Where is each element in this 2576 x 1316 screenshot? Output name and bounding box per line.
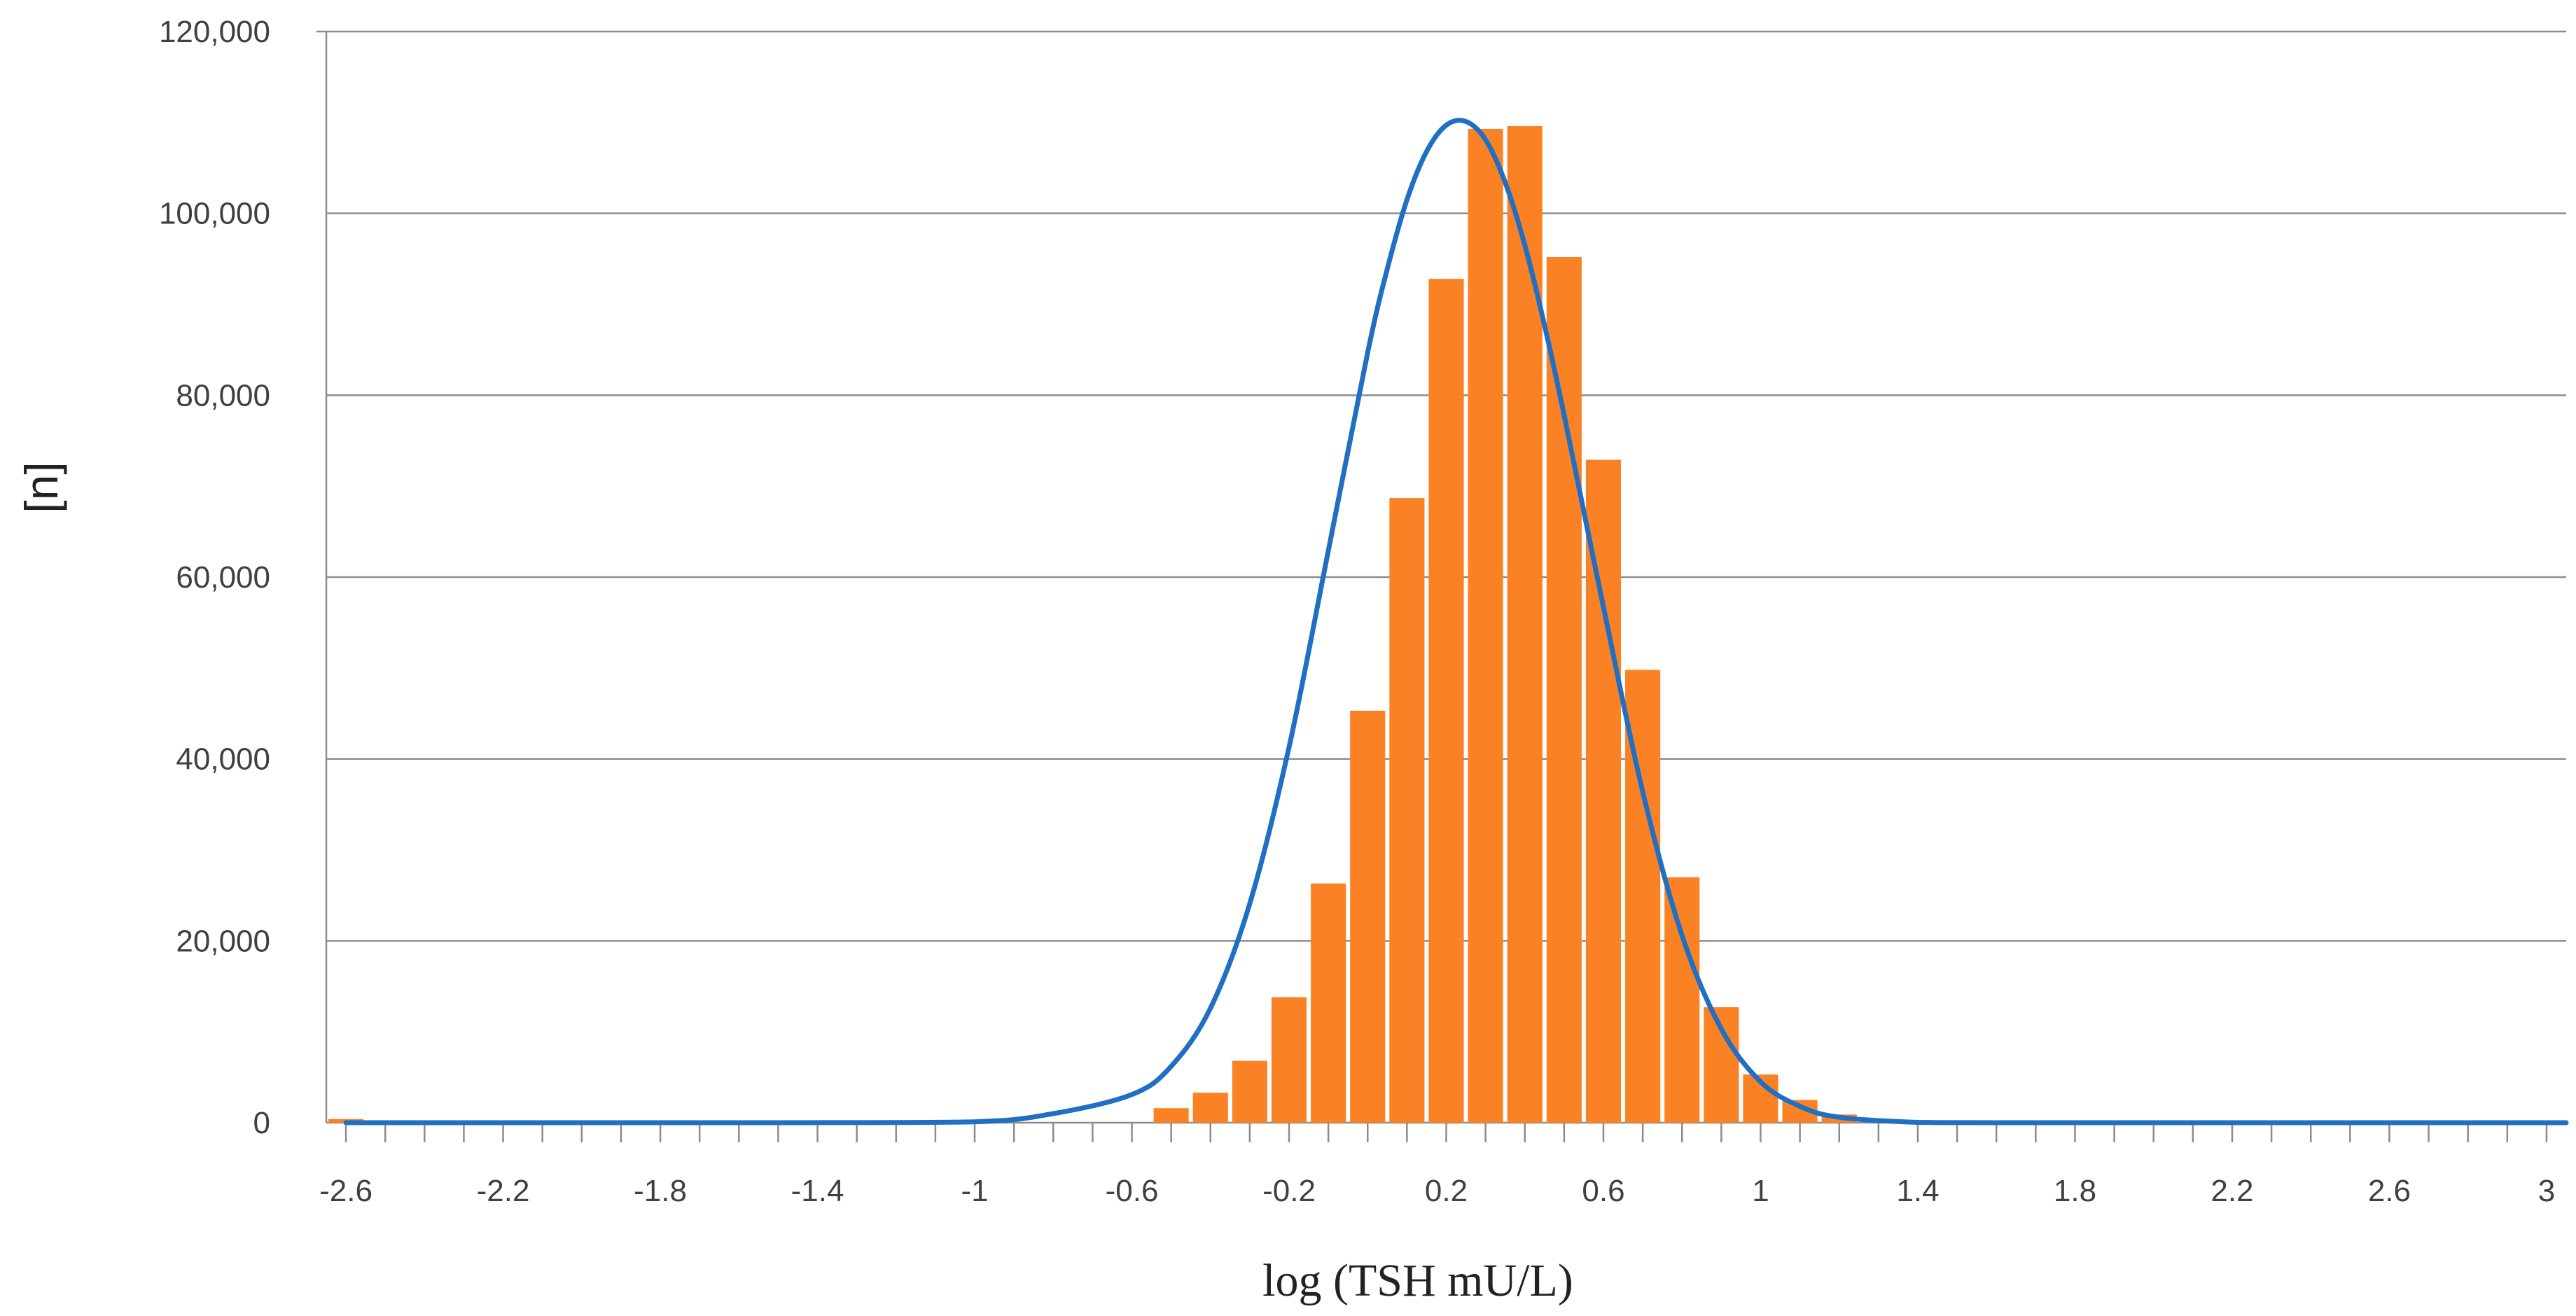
x-tick-label: -1 [961, 1174, 988, 1208]
y-tick-label: 120,000 [159, 15, 270, 49]
histogram-bar [1468, 128, 1503, 1123]
y-tick-label: 0 [253, 1106, 270, 1140]
histogram-bar [1546, 256, 1582, 1123]
x-tick-label: -2.6 [319, 1174, 373, 1208]
histogram-bars [328, 126, 1857, 1123]
x-tick-label: 1 [1752, 1174, 1769, 1208]
fitted-curve [343, 118, 2569, 1125]
x-tick-label: -0.2 [1262, 1174, 1316, 1208]
y-tick-labels: 0 20,000 40,000 60,000 80,000 100,000 120,000 [159, 15, 270, 1140]
y-tick-label: 20,000 [176, 924, 270, 958]
x-tick-label: 0.6 [1582, 1174, 1624, 1208]
x-tick-label: 2.6 [2368, 1174, 2411, 1208]
y-tick-label: 100,000 [159, 197, 270, 231]
histogram-bar [1389, 498, 1425, 1123]
histogram-bar [1311, 883, 1346, 1123]
histogram-bar [1232, 1060, 1267, 1123]
x-tick-label: 3 [2538, 1174, 2555, 1208]
histogram-bar [1585, 459, 1622, 1123]
x-axis-title: log (TSH mU/L) [1262, 1255, 1573, 1306]
x-tick-label: 1.4 [1896, 1174, 1939, 1208]
histogram-bar [1350, 710, 1386, 1123]
y-tick-label: 60,000 [176, 560, 270, 595]
fitted-curve-line [343, 118, 2569, 1125]
histogram-bar [1271, 997, 1307, 1123]
y-tick-label: 80,000 [176, 378, 270, 413]
x-tick-label: 2.2 [2211, 1174, 2253, 1208]
x-tick-labels: -2.6 -2.2 -1.8 -1.4 -1 -0.6 -0.2 0.2 0.6 1 1.4 1.8 2… [319, 1174, 2555, 1208]
histogram-bar [1664, 877, 1700, 1123]
histogram-bar [1507, 126, 1543, 1123]
x-tick-label: -2.2 [477, 1174, 530, 1208]
x-tick-label: 0.2 [1425, 1174, 1468, 1208]
x-tick-label: -1.4 [791, 1174, 844, 1208]
histogram-bar [1192, 1093, 1228, 1123]
histogram-bar [1153, 1108, 1189, 1123]
x-tick-label: 1.8 [2054, 1174, 2096, 1208]
histogram-bar [1428, 279, 1464, 1123]
x-tick-label: -1.8 [634, 1174, 687, 1208]
x-tick-label: -0.6 [1106, 1174, 1159, 1208]
y-axis-title: [n] [15, 462, 67, 513]
y-tick-label: 40,000 [176, 742, 270, 777]
